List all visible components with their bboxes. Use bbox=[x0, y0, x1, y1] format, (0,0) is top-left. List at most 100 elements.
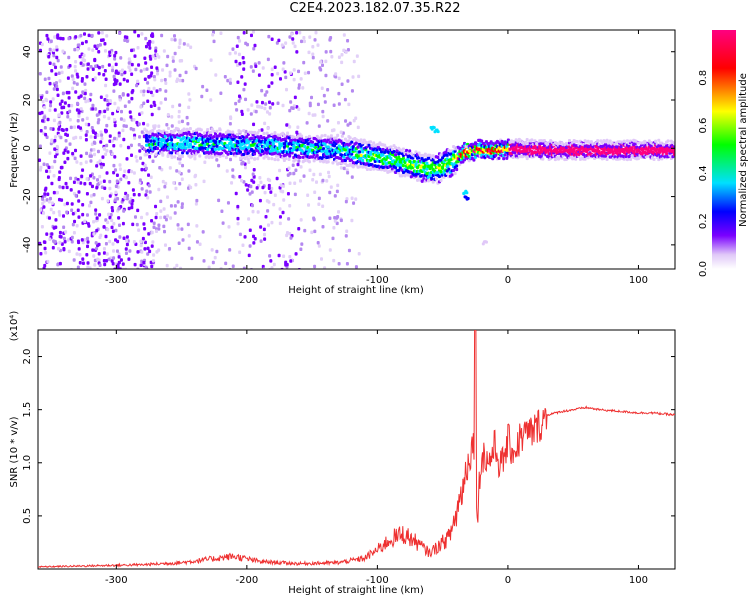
spectrogram-cell bbox=[133, 54, 137, 58]
spectrogram-cell bbox=[217, 163, 221, 168]
spectrogram-cell bbox=[348, 136, 352, 140]
spectrogram-cell bbox=[273, 157, 277, 162]
spectrogram-cell bbox=[59, 165, 63, 170]
spectrogram-cell bbox=[146, 138, 150, 142]
spectrogram-cell bbox=[102, 72, 106, 77]
spectrogram-cell bbox=[184, 70, 188, 75]
spectrogram-cell bbox=[143, 77, 147, 81]
spectrogram-x-tick-label: -100 bbox=[366, 275, 389, 286]
spectrogram-cell bbox=[210, 147, 214, 151]
spectrogram-cell bbox=[243, 82, 247, 86]
spectrogram-cell bbox=[270, 186, 274, 191]
spectrogram-cell bbox=[345, 262, 349, 266]
spectrogram-cell bbox=[288, 254, 292, 259]
spectrogram-y-tick-label: 20 bbox=[22, 94, 33, 107]
spectrogram-cell bbox=[307, 111, 311, 116]
spectrogram-cell bbox=[86, 222, 90, 226]
spectrogram-cell bbox=[301, 86, 305, 90]
spectrogram-cell bbox=[189, 185, 193, 190]
spectrogram-cell bbox=[316, 102, 320, 107]
spectrogram-cell bbox=[381, 147, 385, 152]
spectrogram-cell bbox=[231, 264, 235, 269]
spectrogram-cell bbox=[126, 79, 130, 83]
spectrogram-cell bbox=[40, 225, 44, 229]
spectrogram-cell bbox=[138, 149, 142, 153]
snr-frame bbox=[37, 329, 676, 570]
spectrogram-cell bbox=[79, 181, 83, 185]
spectrogram-cell bbox=[160, 142, 164, 146]
spectrogram-cell bbox=[136, 46, 140, 50]
spectrogram-cell bbox=[436, 130, 440, 134]
spectrogram-cell bbox=[94, 107, 98, 111]
spectrogram-cell bbox=[567, 138, 571, 143]
spectrogram-cell bbox=[241, 160, 245, 165]
spectrogram-cell bbox=[381, 161, 385, 166]
spectrogram-cell bbox=[45, 169, 49, 174]
spectrogram-cell bbox=[159, 215, 163, 220]
spectrogram-cell bbox=[117, 223, 121, 227]
spectrogram-cell bbox=[251, 69, 255, 73]
spectrogram-cell bbox=[119, 56, 123, 60]
spectrogram-cell bbox=[177, 45, 181, 50]
spectrogram-cell bbox=[318, 172, 322, 177]
spectrogram-cell bbox=[86, 236, 90, 241]
spectrogram-cell bbox=[182, 127, 186, 131]
spectrogram-cell bbox=[453, 171, 457, 176]
spectrogram-cell bbox=[63, 148, 67, 152]
spectrogram-cell bbox=[105, 123, 109, 128]
spectrogram-cell bbox=[118, 167, 122, 171]
spectrogram-cell bbox=[96, 120, 100, 125]
spectrogram-cell bbox=[292, 68, 296, 72]
spectrogram-cell bbox=[58, 102, 62, 106]
spectrogram-cell bbox=[67, 249, 71, 254]
spectrogram-cell bbox=[147, 183, 151, 188]
spectrogram-cell bbox=[228, 51, 232, 56]
spectrogram-cell bbox=[181, 163, 185, 168]
spectrogram-cell bbox=[234, 154, 238, 158]
spectrogram-cell bbox=[282, 198, 286, 202]
spectrogram-cell bbox=[146, 81, 150, 85]
spectrogram-cell bbox=[351, 75, 355, 79]
spectrogram-cell bbox=[161, 68, 165, 72]
spectrogram-cell bbox=[155, 66, 159, 70]
spectrogram-cell bbox=[60, 99, 64, 104]
spectrogram-cell bbox=[299, 77, 303, 81]
spectrogram-cell bbox=[181, 154, 185, 159]
spectrogram-cell bbox=[252, 47, 256, 51]
spectrogram-cell bbox=[263, 121, 267, 126]
spectrogram-cell bbox=[340, 60, 344, 65]
spectrogram-cell bbox=[99, 95, 103, 100]
spectrogram-cell bbox=[211, 260, 215, 265]
spectrogram-cell bbox=[173, 155, 177, 159]
spectrogram-cell bbox=[136, 79, 140, 84]
spectrogram-cell bbox=[351, 145, 355, 149]
spectrogram-cell bbox=[243, 145, 247, 149]
spectrogram-cell bbox=[293, 44, 297, 49]
spectrogram-cell bbox=[394, 146, 398, 150]
spectrogram-cell bbox=[240, 109, 244, 114]
spectrogram-cell bbox=[322, 93, 326, 98]
spectrogram-cell bbox=[275, 176, 279, 181]
spectrogram-cell bbox=[111, 208, 115, 213]
spectrogram-cell bbox=[306, 193, 310, 198]
spectrogram-cell bbox=[144, 166, 148, 171]
colorbar-tick-label: 0.8 bbox=[698, 70, 709, 86]
spectrogram-cell bbox=[178, 157, 182, 161]
spectrogram-cell bbox=[72, 231, 76, 235]
spectrogram-cell bbox=[311, 113, 315, 117]
spectrogram-cell bbox=[246, 157, 250, 161]
spectrogram-cell bbox=[278, 215, 282, 219]
spectrogram-cell bbox=[103, 262, 107, 267]
spectrogram-cell bbox=[45, 98, 49, 103]
spectrogram-cell bbox=[178, 78, 182, 83]
spectrogram-cell bbox=[397, 171, 401, 175]
spectrogram-cell bbox=[87, 47, 91, 51]
spectrogram-cell bbox=[96, 149, 100, 154]
spectrogram-cell bbox=[257, 61, 261, 65]
spectrogram-cell bbox=[180, 177, 184, 182]
spectrogram-cell bbox=[195, 131, 199, 135]
spectrogram-cell bbox=[65, 127, 69, 132]
spectrogram-cell bbox=[289, 259, 293, 263]
spectrogram-cell bbox=[170, 154, 174, 158]
spectrogram-cell bbox=[342, 166, 346, 171]
